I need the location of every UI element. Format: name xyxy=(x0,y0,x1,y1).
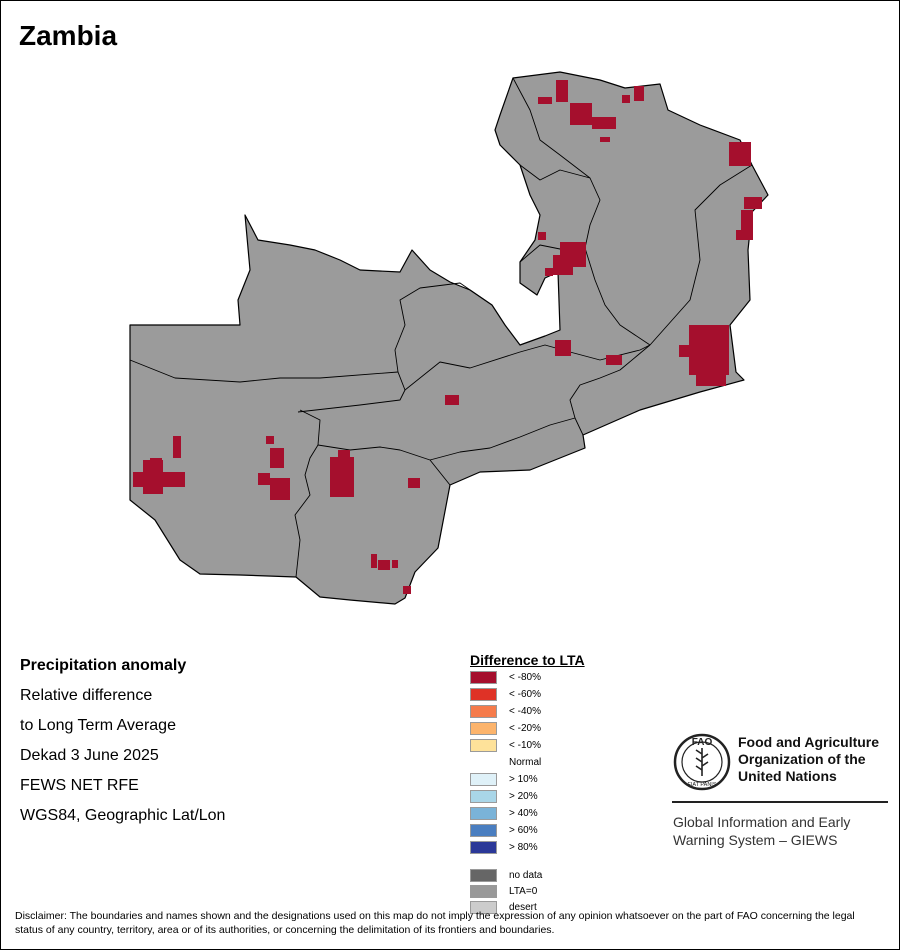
province-boundaries xyxy=(129,77,753,578)
legend-label: > 20% xyxy=(509,791,538,802)
legend-label: LTA=0 xyxy=(509,886,538,897)
anomaly-cell xyxy=(378,560,390,570)
giews-name: Global Information and Early Warning Sys… xyxy=(673,813,850,849)
anomaly-cell xyxy=(445,395,459,405)
anomaly-cell xyxy=(150,458,162,468)
anomaly-cell xyxy=(545,268,553,276)
anomaly-cell xyxy=(634,86,644,101)
info-line-dekad: Dekad 3 June 2025 xyxy=(20,747,159,764)
anomaly-cell xyxy=(592,117,616,129)
info-line-source: FEWS NET RFE xyxy=(20,777,139,794)
legend-label: < -80% xyxy=(509,672,541,683)
legend-label: > 10% xyxy=(509,774,538,785)
anomaly-cell xyxy=(173,436,181,458)
anomaly-cell xyxy=(556,80,568,102)
legend-label: > 80% xyxy=(509,842,538,853)
legend-label: > 40% xyxy=(509,808,538,819)
legend-swatch xyxy=(470,773,497,786)
anomaly-cell xyxy=(371,554,377,568)
fao-name-line: United Nations xyxy=(738,768,837,784)
legend-label: desert xyxy=(509,902,537,913)
anomaly-cell xyxy=(736,230,744,240)
giews-line: Global Information and Early xyxy=(673,814,851,830)
anomaly-cell xyxy=(555,340,571,356)
legend-swatch xyxy=(470,824,497,837)
fao-name: Food and Agriculture Organization of the… xyxy=(738,734,888,785)
legend-label: > 60% xyxy=(509,825,538,836)
legend-swatch xyxy=(470,841,497,854)
anomaly-cell xyxy=(570,103,592,125)
legend-label: < -40% xyxy=(509,706,541,717)
legend-label: < -20% xyxy=(509,723,541,734)
anomaly-cell xyxy=(679,345,699,357)
legend-swatch xyxy=(470,705,497,718)
fao-name-line: Organization of the xyxy=(738,751,866,767)
legend-swatch xyxy=(470,885,497,898)
anomaly-cell xyxy=(143,460,163,494)
fao-divider xyxy=(672,801,888,803)
fao-name-line: Food and Agriculture xyxy=(738,734,880,750)
map-subtitle: Precipitation anomaly xyxy=(20,657,187,674)
anomaly-cell xyxy=(696,368,726,386)
anomaly-cell xyxy=(403,586,411,594)
anomaly-cell xyxy=(744,197,762,209)
anomaly-cell xyxy=(538,232,546,240)
legend-swatch xyxy=(470,671,497,684)
fao-emblem-motto: FIAT PANIS xyxy=(687,782,716,788)
anomaly-cell xyxy=(392,560,398,568)
legend-swatch xyxy=(470,869,497,882)
info-line-projection: WGS84, Geographic Lat/Lon xyxy=(20,807,226,824)
zambia-country-shape xyxy=(129,71,769,605)
legend-title: Difference to LTA xyxy=(470,652,585,668)
anomaly-cell xyxy=(266,436,274,444)
precipitation-anomaly-cells xyxy=(133,80,762,594)
legend-swatch xyxy=(470,739,497,752)
fao-logo-block: FAO FIAT PANIS Food and Agriculture Orga… xyxy=(672,732,888,852)
fao-emblem-letters: FAO xyxy=(692,737,713,748)
anomaly-cell xyxy=(270,478,290,500)
legend-label: < -60% xyxy=(509,689,541,700)
legend-swatch xyxy=(470,807,497,820)
map-title: Zambia xyxy=(19,20,118,51)
legend-swatch xyxy=(470,790,497,803)
legend-swatch xyxy=(470,901,497,914)
legend-swatch xyxy=(470,756,497,769)
anomaly-cell xyxy=(270,448,284,468)
giews-line: Warning System – GIEWS xyxy=(673,832,838,848)
anomaly-cell xyxy=(538,97,552,104)
anomaly-cell xyxy=(606,355,622,365)
anomaly-cell xyxy=(622,95,630,103)
disclaimer: Disclaimer: The boundaries and names sho… xyxy=(15,910,855,936)
legend-label: Normal xyxy=(509,757,542,768)
anomaly-cell xyxy=(330,457,354,497)
anomaly-cell xyxy=(729,142,751,166)
info-line-2: to Long Term Average xyxy=(20,717,176,734)
legend-swatch xyxy=(470,722,497,735)
anomaly-cell xyxy=(553,255,573,275)
anomaly-cell xyxy=(258,473,270,485)
info-line-1: Relative difference xyxy=(20,687,153,704)
legend-label: no data xyxy=(509,870,543,881)
fao-emblem-icon: FAO FIAT PANIS xyxy=(673,733,731,791)
anomaly-cell xyxy=(338,450,350,460)
anomaly-cell xyxy=(408,478,420,488)
legend-swatch xyxy=(470,688,497,701)
legend-label: < -10% xyxy=(509,740,541,751)
anomaly-cell xyxy=(600,137,610,142)
